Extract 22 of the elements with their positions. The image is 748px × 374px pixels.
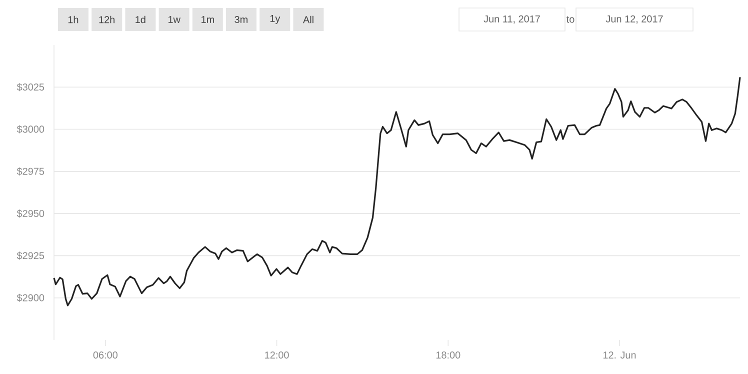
text: 3m xyxy=(234,16,248,24)
y-tick-label: $3025 xyxy=(16,83,44,92)
text: 1m xyxy=(202,16,214,23)
text: Jun 11, 2017 xyxy=(484,15,540,24)
x-tick-label: 18:00 xyxy=(436,352,460,359)
x-tick-label: 12:00 xyxy=(265,352,289,359)
x-tick-label: 12. Jun xyxy=(603,352,636,359)
y-tick-label: $2975 xyxy=(16,167,44,176)
y-tick-label: $2900 xyxy=(16,294,44,302)
text: 12h xyxy=(99,16,114,24)
text: Jun 12, 2017 xyxy=(606,15,663,24)
y-tick-label: $2950 xyxy=(16,210,44,218)
text: 1w xyxy=(168,16,180,23)
text: 1y xyxy=(270,15,280,24)
y-tick-label: $2925 xyxy=(16,252,44,260)
y-tick-label: $3000 xyxy=(16,125,44,134)
text: 1h xyxy=(68,16,78,24)
text: to xyxy=(566,16,574,23)
line-series xyxy=(53,76,741,306)
text: 1d xyxy=(136,16,146,24)
x-tick-label: 06:00 xyxy=(93,352,118,359)
text: All xyxy=(302,16,314,24)
